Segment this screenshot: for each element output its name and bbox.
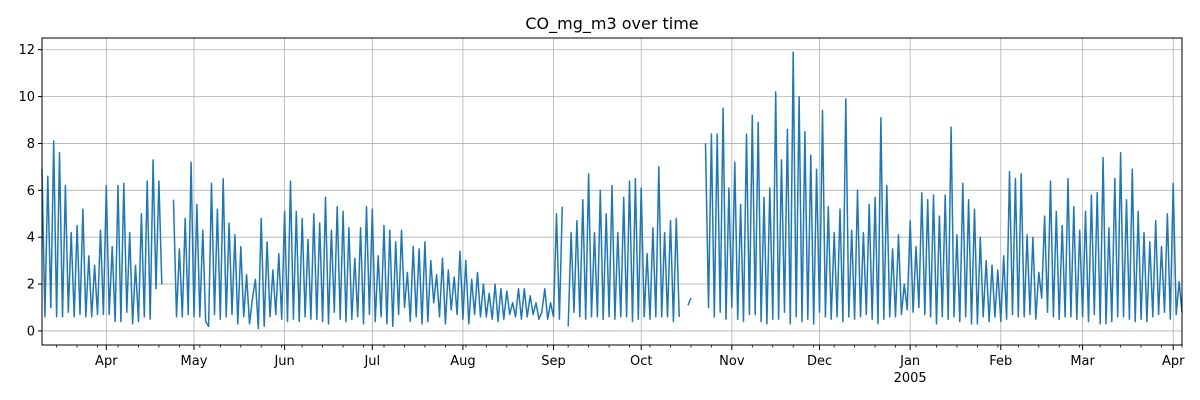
y-tick-label: 10 [18,90,35,105]
y-tick-label: 2 [27,278,35,293]
x-tick-label: May [181,354,208,369]
plot-frame [41,37,1183,346]
x-tick-label: Dec [807,354,832,369]
y-tick-label: 8 [27,137,35,152]
x-tick-label: Aug [450,354,475,369]
x-tick-label: Apr [95,354,118,369]
series-line [704,51,1183,325]
series-line [567,166,680,327]
x-tick-label: Jan [899,354,920,369]
series-line [687,297,692,306]
series-line [41,140,163,325]
x-tick-label: Sep [541,354,566,369]
y-tick-label: 0 [27,324,35,339]
chart-title: CO_mg_m3 over time [525,14,698,34]
y-axis: 0 2 4 6 8 10 12 [18,43,42,339]
x-tick-label: Jul [363,354,380,369]
x-tick-label: Feb [989,354,1012,369]
x-axis: Apr May Jun Jul Aug Sep Oct Nov Dec Jan 2005 Feb Mar… [56,345,1185,386]
series-line [172,161,564,330]
y-tick-label: 12 [18,43,35,58]
x-tick-label: Nov [719,354,745,369]
x-tick-label: Jun [273,354,294,369]
x-tick-year-label: 2005 [894,371,927,386]
series-layer [41,51,1183,330]
y-tick-label: 4 [27,231,35,246]
x-tick-label: Oct [630,354,652,369]
x-tick-label: Mar [1070,354,1095,369]
y-tick-label: 6 [27,184,35,199]
x-tick-label: Apr [1162,354,1185,369]
